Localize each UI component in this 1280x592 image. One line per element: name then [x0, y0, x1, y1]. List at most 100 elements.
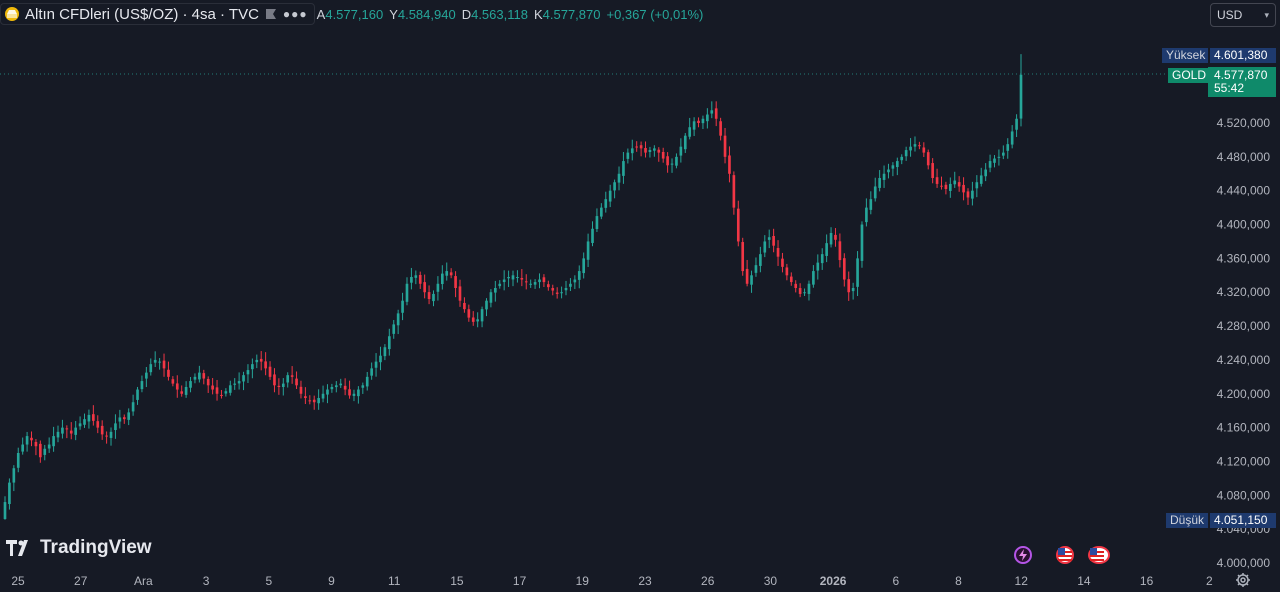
candle-body: [436, 283, 440, 292]
candle-body: [330, 387, 334, 390]
symbol-title-box[interactable]: Altın CFDleri (US$/OZ) · 4sa · TVC ●●●: [0, 3, 315, 25]
candle-body: [688, 127, 692, 137]
price-axis[interactable]: 4.520,000 4.480,000 4.440,000 4.400,000 4.36…: [1217, 116, 1271, 570]
candle-body: [971, 190, 974, 199]
candle-body: [1015, 118, 1018, 130]
candle-body: [966, 191, 970, 198]
candle-body: [922, 147, 926, 153]
x-tick-label: 2: [1206, 574, 1213, 588]
us-flag-event-group-icon[interactable]: [1088, 546, 1110, 564]
candle-body: [820, 254, 824, 264]
candle-body: [816, 262, 820, 271]
bar-countdown: 55:42: [1214, 81, 1245, 95]
candle-body: [202, 373, 206, 379]
y-tick-label: 4.160,000: [1217, 421, 1271, 435]
brand-name: TradingView: [40, 537, 152, 558]
flag-icon[interactable]: [265, 8, 277, 20]
candle-body: [427, 292, 431, 299]
y-tick-label: 4.440,000: [1217, 184, 1271, 198]
candle-body: [502, 279, 506, 283]
candle-body: [812, 271, 815, 285]
candle-body: [211, 385, 214, 390]
candle-body: [789, 276, 793, 283]
candle-body: [745, 268, 749, 284]
candle-body: [975, 182, 979, 189]
candle-body: [847, 279, 851, 293]
currency-selector[interactable]: USD ▾: [1210, 3, 1276, 27]
candle-body: [639, 145, 643, 149]
candle-body: [538, 279, 541, 283]
lightning-event-icon[interactable]: [1014, 546, 1032, 564]
candle-body: [387, 336, 391, 350]
candle-body: [962, 184, 965, 193]
candle-body: [732, 175, 736, 208]
candle-body: [591, 228, 594, 243]
candle-body: [913, 144, 917, 147]
candle-body: [162, 360, 166, 369]
candle-body: [547, 284, 550, 288]
candle-body: [865, 207, 868, 223]
last-price-box: 4.577,870 55:42: [1208, 67, 1276, 97]
candle-body: [683, 135, 687, 150]
candle-body: [445, 271, 449, 276]
candle-body: [326, 389, 329, 395]
candle-body: [560, 292, 563, 294]
candle-body: [78, 423, 82, 427]
candle-body: [12, 468, 16, 483]
candle-body: [882, 173, 886, 180]
candle-body: [175, 383, 179, 390]
candle-body: [246, 370, 250, 375]
candle-body: [118, 417, 122, 422]
candle-body: [957, 182, 961, 187]
candle-body: [626, 152, 630, 159]
time-axis[interactable]: 25 27 Ara 3 5 9 11 15 17 19 23 26 30 2026 6 8 12 14 16 2: [11, 574, 1213, 588]
candle-body: [268, 366, 272, 377]
candle-body: [215, 387, 219, 394]
candle-body: [396, 313, 400, 326]
x-tick-label: 14: [1077, 574, 1091, 588]
more-options-icon[interactable]: ●●●: [282, 7, 308, 21]
candle-body: [679, 146, 683, 156]
ohlc-change: +0,367 (+0,01%): [606, 6, 704, 22]
candle-body: [582, 258, 586, 274]
candle-body: [595, 216, 599, 230]
tradingview-logo[interactable]: TradingView: [6, 537, 152, 559]
symbol-legend: Altın CFDleri (US$/OZ) · 4sa · TVC ●●● A…: [0, 3, 703, 25]
x-tick-label: 15: [450, 574, 464, 588]
us-flag-event-icon[interactable]: [1056, 546, 1074, 564]
candle-body: [759, 254, 762, 266]
candle-body: [948, 183, 952, 191]
x-tick-label: 2026: [820, 574, 847, 588]
x-tick-label: 6: [892, 574, 899, 588]
candle-body: [140, 381, 144, 390]
candle-body: [648, 150, 652, 152]
candle-body: [750, 275, 753, 285]
candle-body: [767, 237, 771, 240]
x-tick-label: 23: [638, 574, 652, 588]
candle-body: [533, 282, 537, 285]
candle-body: [895, 161, 899, 168]
y-tick-label: 4.360,000: [1217, 251, 1271, 265]
candle-body: [467, 309, 471, 318]
candle-body: [171, 379, 175, 384]
candle-body: [613, 182, 616, 191]
candle-body: [507, 277, 510, 279]
ohlc-close: K4.577,870: [533, 6, 601, 22]
candle-body: [321, 393, 325, 399]
x-tick-label: 8: [955, 574, 962, 588]
candle-body: [520, 278, 524, 280]
candle-body: [909, 146, 912, 151]
candle-body: [180, 391, 184, 394]
candle-body: [476, 319, 479, 322]
settings-gear-icon[interactable]: [1235, 572, 1251, 588]
candle-body: [577, 271, 581, 280]
candle-body: [47, 444, 51, 449]
candle-body: [8, 482, 11, 505]
last-price-value: 4.577,870: [1214, 68, 1268, 82]
candle-body: [675, 156, 678, 166]
candle-body: [600, 207, 603, 217]
ohlc-open: A4.577,160: [316, 6, 384, 22]
candle-body: [224, 391, 228, 394]
candle-body: [926, 152, 930, 166]
